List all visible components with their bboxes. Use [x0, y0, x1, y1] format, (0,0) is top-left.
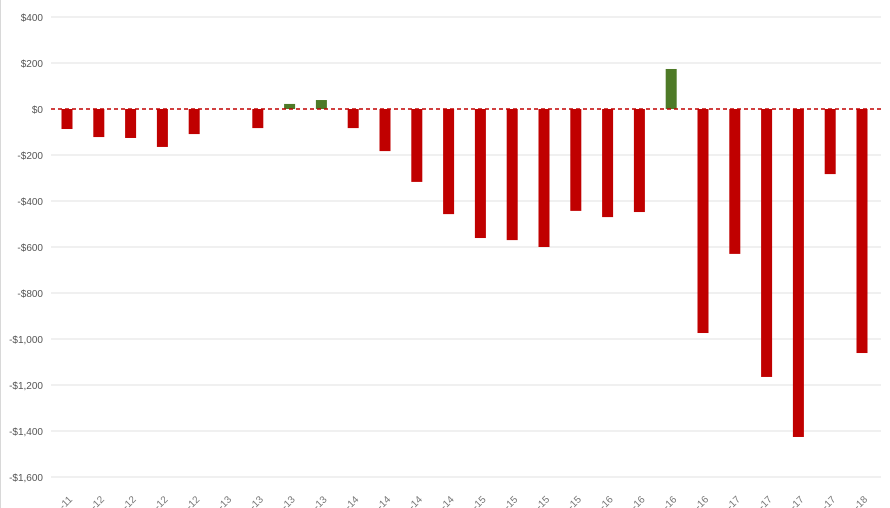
x-tick-label: -17	[725, 494, 743, 508]
bar	[156, 109, 168, 147]
bar	[61, 109, 73, 130]
x-tick-label: -16	[598, 494, 616, 508]
y-tick-label: -$1,200	[9, 381, 43, 392]
bar	[665, 68, 677, 109]
bar	[729, 109, 741, 254]
bar	[93, 109, 105, 138]
bar	[824, 109, 836, 175]
x-tick-label: -17	[789, 494, 807, 508]
x-tick-label: -16	[630, 494, 648, 508]
bar	[856, 109, 868, 354]
bar	[474, 109, 486, 239]
bar	[792, 109, 804, 437]
y-tick-label: $0	[32, 105, 44, 116]
bar	[347, 109, 359, 129]
x-tick-label: -16	[661, 494, 679, 508]
bar	[761, 109, 773, 377]
y-tick-label: $200	[21, 59, 44, 70]
x-tick-label: -12	[184, 494, 202, 508]
bar	[315, 100, 327, 109]
bar	[125, 109, 137, 138]
bar	[506, 109, 518, 241]
x-tick-label: -17	[757, 494, 775, 508]
x-tick-label: -13	[216, 494, 234, 508]
y-tick-label: -$1,000	[9, 335, 43, 346]
x-tick-label: -12	[153, 494, 171, 508]
bar	[570, 109, 582, 211]
bar	[697, 109, 709, 334]
y-tick-label: -$800	[17, 289, 43, 300]
bar	[188, 109, 200, 135]
y-tick-label: -$1,600	[9, 473, 43, 484]
x-tick-label: -14	[343, 494, 361, 508]
x-tick-label: -14	[375, 494, 393, 508]
x-tick-label: -13	[312, 494, 330, 508]
y-tick-label: -$400	[17, 197, 43, 208]
bar	[633, 109, 645, 213]
x-tick-label: -13	[248, 494, 266, 508]
x-tick-label: -14	[439, 494, 457, 508]
y-tick-label: -$200	[17, 151, 43, 162]
x-tick-label: -16	[693, 494, 711, 508]
x-tick-label: -14	[407, 494, 425, 508]
x-tick-label: -15	[471, 494, 489, 508]
bar	[252, 109, 264, 129]
x-tick-label: -11	[58, 494, 76, 508]
x-tick-label: -18	[852, 494, 870, 508]
x-tick-label: -12	[89, 494, 107, 508]
y-tick-label: -$600	[17, 243, 43, 254]
bar	[379, 109, 391, 152]
y-tick-label: -$1,400	[9, 427, 43, 438]
x-tick-label: -17	[820, 494, 838, 508]
bar	[443, 109, 455, 215]
x-tick-label: -12	[121, 494, 139, 508]
bar	[538, 109, 550, 247]
x-tick-label: -15	[502, 494, 520, 508]
bar	[411, 109, 423, 182]
y-tick-label: $400	[21, 13, 44, 24]
bar	[602, 109, 614, 218]
x-tick-label: -13	[280, 494, 298, 508]
bar	[284, 103, 296, 109]
x-tick-label: -15	[566, 494, 584, 508]
x-tick-label: -15	[534, 494, 552, 508]
